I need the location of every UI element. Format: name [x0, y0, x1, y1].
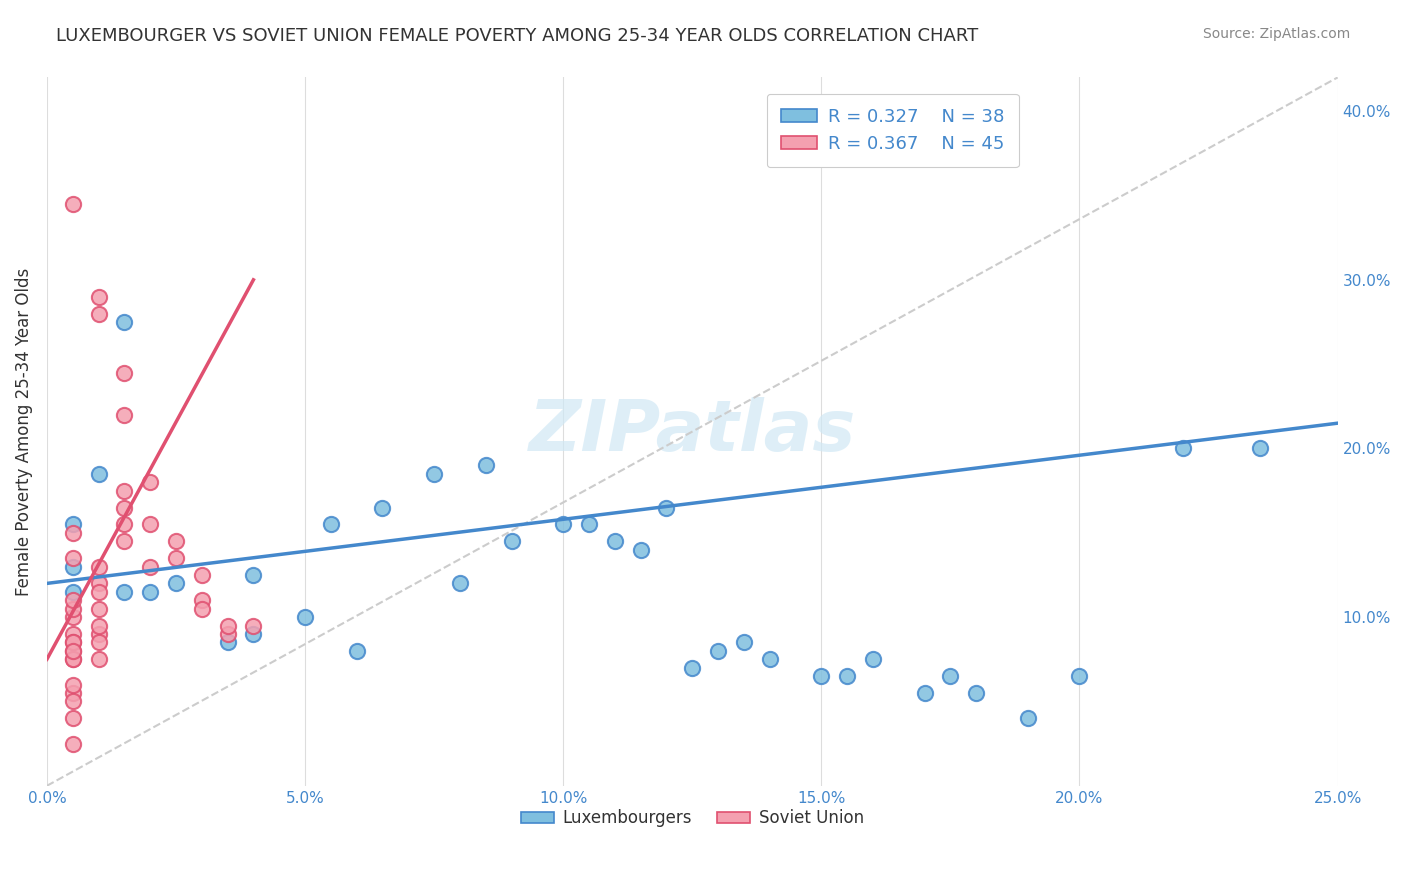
- Legend: Luxembourgers, Soviet Union: Luxembourgers, Soviet Union: [515, 803, 870, 834]
- Point: [191, 568, 214, 582]
- Point: [62, 737, 84, 751]
- Point: [62, 517, 84, 532]
- Point: [62, 197, 84, 211]
- Point: [139, 584, 162, 599]
- Point: [87, 584, 110, 599]
- Point: [112, 517, 135, 532]
- Point: [1069, 669, 1091, 683]
- Point: [112, 315, 135, 329]
- Point: [371, 500, 394, 515]
- Point: [862, 652, 884, 666]
- Point: [294, 610, 316, 624]
- Point: [965, 686, 987, 700]
- Point: [62, 652, 84, 666]
- Point: [1017, 711, 1039, 725]
- Point: [62, 635, 84, 649]
- Point: [87, 618, 110, 632]
- Point: [681, 661, 703, 675]
- Point: [62, 635, 84, 649]
- Point: [165, 576, 187, 591]
- Point: [603, 534, 626, 549]
- Point: [165, 534, 187, 549]
- Point: [501, 534, 523, 549]
- Point: [62, 551, 84, 566]
- Point: [112, 534, 135, 549]
- Point: [112, 408, 135, 422]
- Point: [62, 610, 84, 624]
- Text: ZIPatlas: ZIPatlas: [529, 397, 856, 467]
- Point: [62, 711, 84, 725]
- Point: [62, 694, 84, 708]
- Point: [62, 652, 84, 666]
- Point: [62, 601, 84, 615]
- Point: [62, 627, 84, 641]
- Point: [87, 635, 110, 649]
- Point: [242, 568, 264, 582]
- Point: [346, 644, 368, 658]
- Point: [578, 517, 600, 532]
- Point: [87, 290, 110, 304]
- Point: [242, 618, 264, 632]
- Point: [758, 652, 780, 666]
- Point: [423, 467, 446, 481]
- Point: [217, 627, 239, 641]
- Point: [191, 593, 214, 607]
- Point: [62, 644, 84, 658]
- Point: [553, 517, 575, 532]
- Point: [191, 601, 214, 615]
- Point: [1171, 442, 1194, 456]
- Point: [87, 652, 110, 666]
- Point: [62, 584, 84, 599]
- Point: [62, 593, 84, 607]
- Point: [733, 635, 755, 649]
- Point: [810, 669, 832, 683]
- Point: [62, 677, 84, 691]
- Point: [242, 627, 264, 641]
- Point: [630, 542, 652, 557]
- Point: [319, 517, 342, 532]
- Point: [217, 618, 239, 632]
- Point: [655, 500, 678, 515]
- Point: [112, 483, 135, 498]
- Point: [112, 584, 135, 599]
- Point: [87, 576, 110, 591]
- Point: [474, 458, 496, 473]
- Text: Source: ZipAtlas.com: Source: ZipAtlas.com: [1202, 27, 1350, 41]
- Point: [837, 669, 859, 683]
- Point: [449, 576, 471, 591]
- Point: [707, 644, 730, 658]
- Point: [112, 500, 135, 515]
- Text: LUXEMBOURGER VS SOVIET UNION FEMALE POVERTY AMONG 25-34 YEAR OLDS CORRELATION CH: LUXEMBOURGER VS SOVIET UNION FEMALE POVE…: [56, 27, 979, 45]
- Point: [62, 525, 84, 540]
- Point: [87, 559, 110, 574]
- Point: [62, 559, 84, 574]
- Point: [139, 559, 162, 574]
- Point: [217, 635, 239, 649]
- Point: [139, 517, 162, 532]
- Point: [139, 475, 162, 490]
- Point: [939, 669, 962, 683]
- Point: [165, 551, 187, 566]
- Point: [87, 627, 110, 641]
- Point: [914, 686, 936, 700]
- Point: [62, 644, 84, 658]
- Legend: R = 0.327    N = 38, R = 0.367    N = 45: R = 0.327 N = 38, R = 0.367 N = 45: [766, 94, 1019, 168]
- Point: [87, 307, 110, 321]
- Point: [1249, 442, 1271, 456]
- Point: [112, 366, 135, 380]
- Point: [87, 467, 110, 481]
- Point: [87, 601, 110, 615]
- Point: [62, 686, 84, 700]
- Y-axis label: Female Poverty Among 25-34 Year Olds: Female Poverty Among 25-34 Year Olds: [15, 268, 32, 596]
